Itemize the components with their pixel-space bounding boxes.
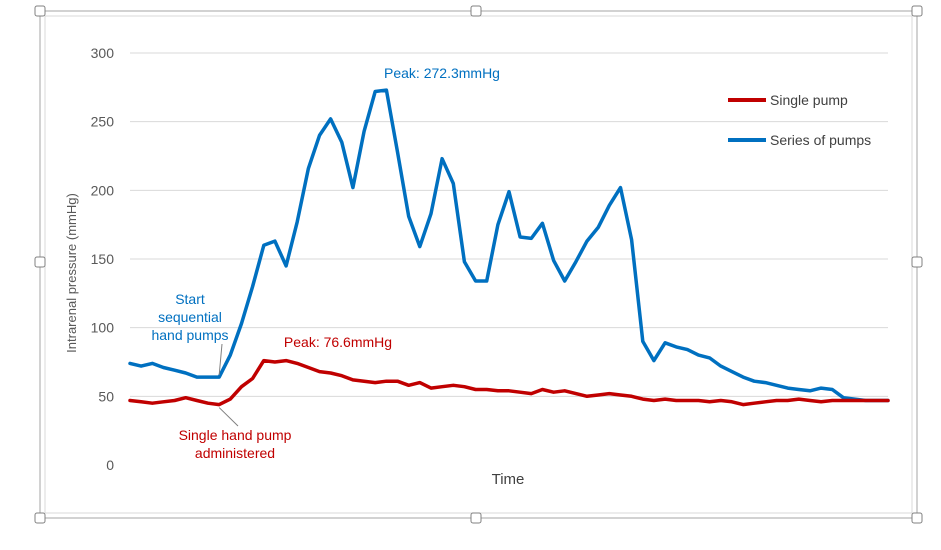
annotation-peak-single: Peak: 76.6mmHg bbox=[284, 334, 392, 350]
y-tick-label: 250 bbox=[91, 114, 115, 130]
y-tick-label: 100 bbox=[91, 320, 115, 336]
annotations: Peak: 272.3mmHg Peak: 76.6mmHg Start sequen… bbox=[151, 65, 500, 461]
y-tick-label: 300 bbox=[91, 45, 115, 61]
y-tick-label: 50 bbox=[98, 388, 114, 404]
resize-handle[interactable] bbox=[911, 256, 923, 268]
y-tick-label: 200 bbox=[91, 182, 115, 198]
resize-handle[interactable] bbox=[470, 512, 482, 524]
annotation-leader-line bbox=[218, 407, 239, 427]
x-axis-label: Time bbox=[492, 471, 525, 488]
resize-handle[interactable] bbox=[470, 5, 482, 17]
plot-area bbox=[128, 88, 890, 407]
legend-label: Single pump bbox=[770, 92, 848, 108]
annotation-start-sequential-line: hand pumps bbox=[151, 327, 228, 343]
y-tick-label: 150 bbox=[91, 251, 115, 267]
annotation-start-sequential-line: Start bbox=[175, 291, 205, 307]
resize-handle[interactable] bbox=[34, 256, 46, 268]
annotation-single-pump-line: administered bbox=[195, 445, 275, 461]
legend[interactable]: Single pump Series of pumps bbox=[728, 92, 871, 148]
series-line-series-of-pumps bbox=[128, 88, 890, 403]
resize-handles[interactable] bbox=[34, 5, 923, 524]
series-line-single-pump bbox=[128, 358, 890, 407]
legend-item[interactable]: Series of pumps bbox=[728, 132, 871, 148]
y-axis-label: Intrarenal pressure (mmHg) bbox=[64, 193, 79, 353]
resize-handle[interactable] bbox=[34, 512, 46, 524]
legend-item[interactable]: Single pump bbox=[728, 92, 848, 108]
annotation-start-sequential-line: sequential bbox=[158, 309, 222, 325]
resize-handle[interactable] bbox=[34, 5, 46, 17]
legend-label: Series of pumps bbox=[770, 132, 871, 148]
annotation-peak-series: Peak: 272.3mmHg bbox=[384, 65, 500, 81]
annotation-single-pump-line: Single hand pump bbox=[179, 427, 292, 443]
annotation-leader-line bbox=[218, 343, 223, 376]
y-axis-ticks: 0 50 100 150 200 250 300 bbox=[91, 45, 115, 473]
chart-selection-border bbox=[39, 10, 918, 519]
resize-handle[interactable] bbox=[911, 5, 923, 17]
y-tick-label: 0 bbox=[106, 457, 114, 473]
resize-handle[interactable] bbox=[911, 512, 923, 524]
